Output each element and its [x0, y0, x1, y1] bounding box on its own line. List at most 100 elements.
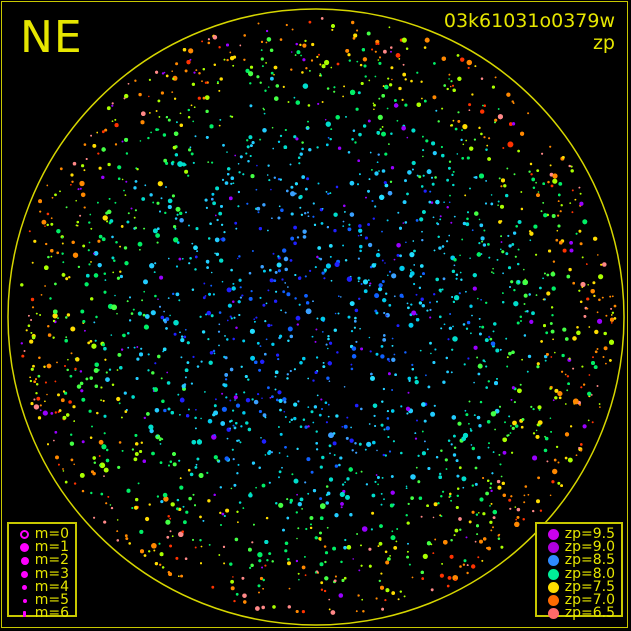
star-point [133, 457, 138, 462]
star-point [267, 451, 271, 455]
star-point [357, 234, 360, 237]
star-point [483, 229, 486, 232]
magnitude-symbol-icon [15, 530, 35, 540]
star-point [101, 130, 105, 134]
star-point [327, 403, 330, 406]
star-point [411, 310, 417, 316]
star-point [262, 107, 265, 110]
star-point [391, 530, 394, 533]
star-point [248, 271, 252, 275]
star-point [39, 409, 42, 412]
star-point [281, 466, 283, 469]
star-point [411, 160, 416, 166]
star-point [98, 166, 102, 170]
star-point [318, 413, 322, 417]
star-point [183, 520, 187, 525]
star-point [471, 564, 476, 569]
star-point [175, 556, 179, 560]
star-point [605, 362, 607, 365]
star-point [380, 354, 385, 359]
star-point [207, 161, 210, 164]
star-point [132, 308, 135, 311]
star-point [30, 297, 35, 302]
star-point [554, 351, 556, 354]
star-point [295, 315, 301, 321]
star-point [391, 357, 396, 362]
zp-color-swatch-icon [543, 542, 565, 554]
star-point [265, 302, 268, 305]
star-point [336, 62, 340, 66]
star-point [377, 114, 383, 120]
star-point [289, 369, 292, 373]
star-point [293, 478, 299, 484]
star-point [44, 225, 46, 227]
star-point [111, 102, 114, 105]
star-point [330, 279, 333, 282]
star-point [354, 403, 359, 408]
star-point [297, 400, 300, 403]
star-point [167, 118, 171, 122]
star-point [201, 80, 203, 83]
star-point [81, 440, 85, 444]
star-point [486, 420, 491, 424]
star-point [124, 93, 129, 99]
star-point [429, 341, 432, 345]
star-point [296, 537, 298, 540]
star-point [222, 143, 225, 147]
star-point [289, 498, 293, 503]
star-point [610, 307, 613, 310]
star-point [312, 421, 315, 424]
star-point [481, 559, 484, 562]
star-point [507, 266, 512, 270]
star-point [88, 409, 92, 413]
star-point [302, 43, 307, 48]
star-point [360, 407, 363, 411]
star-point [221, 392, 224, 395]
star-point [144, 184, 147, 187]
star-point [599, 406, 601, 408]
star-point [152, 228, 158, 234]
star-point [375, 252, 381, 258]
star-point [118, 441, 122, 444]
star-point [306, 457, 311, 462]
star-point [387, 274, 389, 277]
star-point [189, 257, 192, 260]
star-point [340, 296, 342, 298]
star-point [39, 314, 42, 316]
star-point [452, 119, 455, 122]
star-point [282, 290, 286, 294]
star-point [398, 58, 401, 60]
star-point [288, 587, 291, 590]
star-point [51, 196, 54, 199]
star-point [184, 328, 187, 331]
magnitude-legend-item: m=6 [15, 606, 69, 620]
star-point [287, 326, 293, 332]
star-point [373, 108, 375, 111]
star-point [581, 256, 584, 259]
star-point [59, 167, 63, 171]
star-point [368, 178, 371, 181]
star-point [371, 493, 376, 498]
zp-color-swatch-icon [543, 555, 565, 567]
star-point [293, 416, 297, 421]
star-point [449, 85, 452, 88]
star-point [325, 485, 329, 488]
star-point [345, 436, 349, 440]
star-point [487, 243, 490, 246]
star-point [235, 403, 241, 408]
star-point [109, 504, 112, 506]
star-point [304, 574, 307, 577]
star-point [68, 400, 72, 404]
star-point [479, 539, 483, 544]
star-point [88, 221, 91, 224]
star-point [471, 446, 475, 451]
star-point [334, 312, 337, 315]
star-point [476, 533, 479, 536]
star-point [33, 239, 37, 243]
star-point [124, 534, 128, 538]
star-point [76, 384, 82, 389]
star-point [88, 263, 91, 266]
star-point [468, 422, 470, 425]
star-point [346, 416, 349, 419]
star-point [462, 323, 466, 326]
